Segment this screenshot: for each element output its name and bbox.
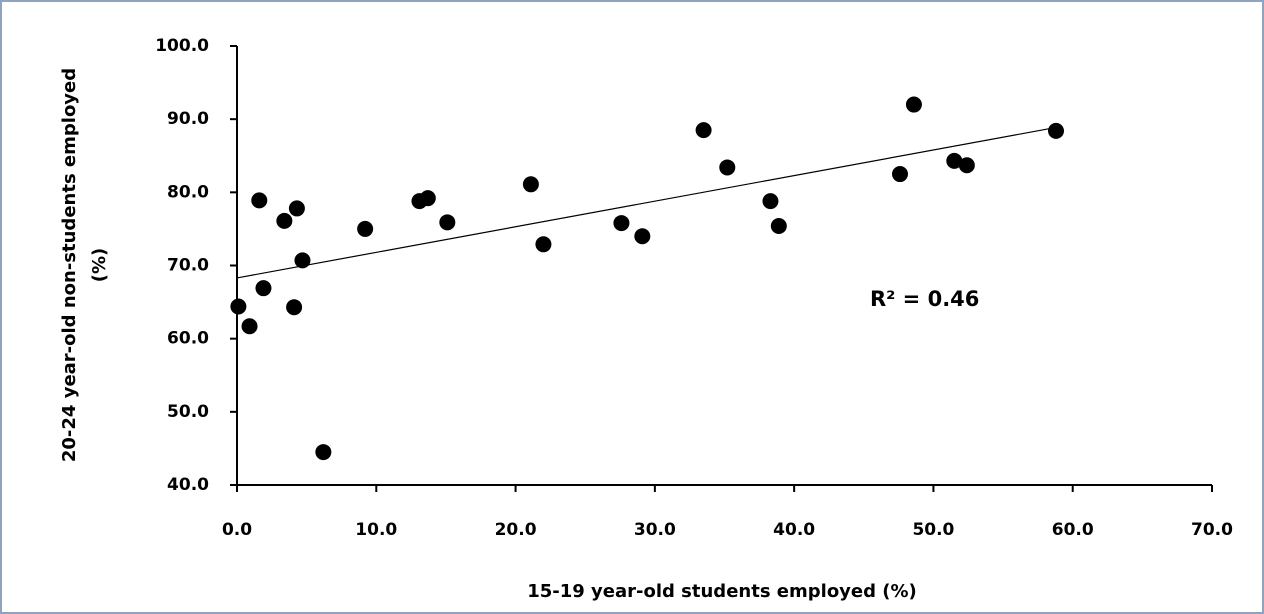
x-axis-title: 15-19 year-old students employed (%) (527, 581, 917, 602)
x-tick-label: 70.0 (1191, 520, 1233, 540)
point (230, 298, 247, 315)
point (613, 215, 630, 232)
point (251, 192, 268, 209)
point (946, 152, 963, 169)
x-tick-label: 60.0 (1052, 520, 1094, 540)
point (770, 217, 787, 234)
point (1048, 122, 1064, 139)
point (905, 96, 922, 113)
point (255, 280, 272, 297)
x-tick-label: 20.0 (495, 520, 537, 540)
y-axis-title: 20-24 year-old non-students employed (59, 68, 80, 462)
point (294, 252, 311, 269)
y-tick-label: 70.0 (167, 256, 209, 276)
y-tick-label: 90.0 (167, 109, 209, 129)
point (719, 159, 736, 176)
point (892, 166, 908, 183)
point (695, 122, 712, 139)
x-tick-label: 0.0 (222, 520, 252, 540)
point (439, 214, 456, 231)
x-tick-label: 30.0 (634, 520, 676, 540)
point (419, 190, 436, 207)
point (276, 212, 293, 229)
point (535, 236, 552, 253)
point (288, 200, 305, 217)
point (241, 318, 258, 335)
point (762, 193, 779, 210)
point (634, 228, 651, 245)
point (315, 444, 332, 461)
y-axis-title: (%) (89, 248, 110, 283)
annotation: R² = 0.46 (870, 287, 979, 311)
y-tick-label: 60.0 (167, 329, 209, 349)
x-tick-label: 40.0 (773, 520, 815, 540)
x-tick-label: 10.0 (355, 520, 397, 540)
point (357, 220, 374, 237)
point (958, 157, 975, 174)
y-tick-label: 100.0 (155, 36, 209, 56)
trendline (236, 126, 1058, 279)
y-tick-label: 40.0 (167, 475, 209, 495)
point (522, 176, 539, 193)
point (286, 299, 303, 316)
y-tick-label: 80.0 (167, 182, 209, 202)
x-tick-label: 50.0 (912, 520, 954, 540)
y-tick-label: 50.0 (167, 402, 209, 422)
